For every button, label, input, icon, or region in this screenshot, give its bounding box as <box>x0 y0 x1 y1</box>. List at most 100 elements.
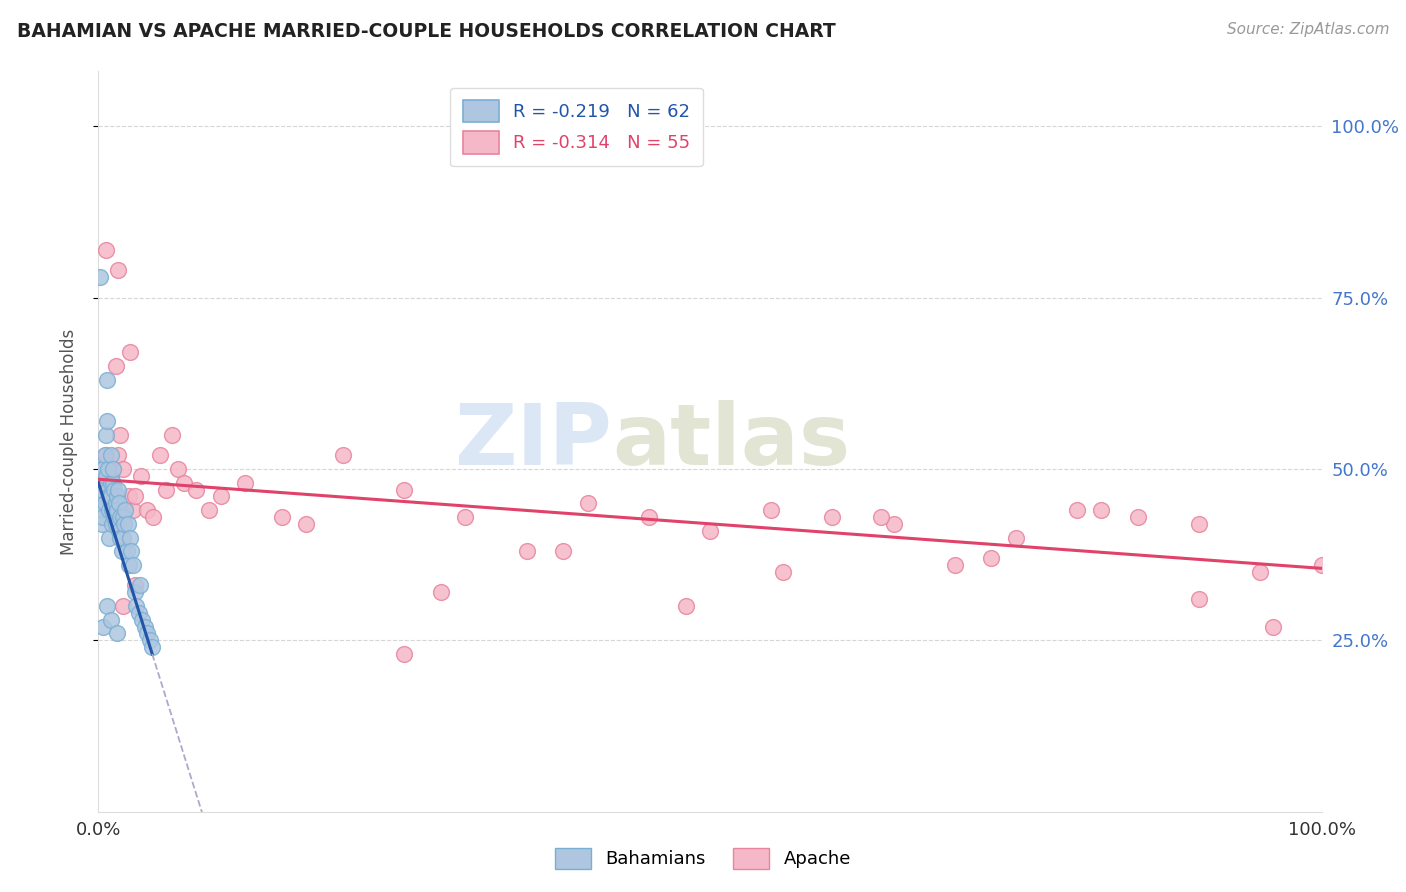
Point <box>821 510 844 524</box>
Point <box>454 510 477 524</box>
Point <box>637 510 661 524</box>
Point <box>772 565 794 579</box>
Point <box>186 483 208 497</box>
Point <box>105 489 128 503</box>
Point <box>111 599 134 613</box>
Point <box>943 558 966 572</box>
Point <box>233 475 256 490</box>
Point <box>1249 565 1271 579</box>
Point <box>1128 510 1150 524</box>
Point <box>121 558 143 572</box>
Legend: R = -0.219   N = 62, R = -0.314   N = 55: R = -0.219 N = 62, R = -0.314 N = 55 <box>450 87 703 166</box>
Point <box>91 619 114 633</box>
Y-axis label: Married-couple Households: Married-couple Households <box>59 328 77 555</box>
Point <box>120 345 142 359</box>
Point <box>139 633 162 648</box>
Point <box>100 489 122 503</box>
Point <box>105 503 128 517</box>
Point <box>430 585 453 599</box>
Point <box>97 475 120 490</box>
Point <box>675 599 697 613</box>
Point <box>89 270 111 285</box>
Point <box>295 516 318 531</box>
Point <box>1310 558 1333 572</box>
Point <box>96 373 118 387</box>
Point <box>93 475 115 490</box>
Point <box>104 359 127 373</box>
Point <box>270 510 294 524</box>
Point <box>100 448 122 462</box>
Point <box>89 489 111 503</box>
Point <box>100 468 122 483</box>
Point <box>96 414 118 428</box>
Point <box>134 619 156 633</box>
Point <box>141 640 163 655</box>
Text: atlas: atlas <box>612 400 851 483</box>
Point <box>118 489 141 503</box>
Point <box>142 510 165 524</box>
Point <box>111 531 134 545</box>
Point <box>167 462 190 476</box>
Point <box>101 462 124 476</box>
Point <box>117 516 139 531</box>
Point <box>107 263 129 277</box>
Point <box>124 585 146 599</box>
Point <box>1261 619 1284 633</box>
Point <box>94 427 117 442</box>
Text: Source: ZipAtlas.com: Source: ZipAtlas.com <box>1226 22 1389 37</box>
Point <box>1004 531 1026 545</box>
Point <box>101 462 124 476</box>
Point <box>93 496 115 510</box>
Point <box>332 448 354 462</box>
Point <box>131 613 153 627</box>
Point <box>114 503 136 517</box>
Point <box>105 626 128 640</box>
Point <box>107 448 129 462</box>
Point <box>553 544 575 558</box>
Point <box>90 462 112 476</box>
Text: ZIP: ZIP <box>454 400 612 483</box>
Point <box>91 462 114 476</box>
Point <box>699 524 721 538</box>
Point <box>980 551 1002 566</box>
Point <box>111 510 134 524</box>
Point <box>149 448 172 462</box>
Point <box>101 516 124 531</box>
Point <box>94 468 117 483</box>
Point <box>100 475 122 490</box>
Point <box>125 599 148 613</box>
Point <box>100 613 122 627</box>
Point <box>197 503 219 517</box>
Point <box>128 606 150 620</box>
Point <box>98 489 121 503</box>
Point <box>91 510 114 524</box>
Point <box>121 503 143 517</box>
Point <box>96 599 118 613</box>
Point <box>94 243 117 257</box>
Point <box>111 462 134 476</box>
Point <box>91 462 114 476</box>
Point <box>129 468 152 483</box>
Point <box>104 496 127 510</box>
Point <box>103 483 125 497</box>
Point <box>115 544 138 558</box>
Legend: Bahamians, Apache: Bahamians, Apache <box>548 840 858 876</box>
Point <box>1090 503 1112 517</box>
Point <box>110 427 132 442</box>
Point <box>97 483 120 497</box>
Point <box>515 544 537 558</box>
Point <box>576 496 599 510</box>
Point <box>124 578 146 592</box>
Point <box>108 524 131 538</box>
Point <box>118 558 141 572</box>
Point <box>110 531 132 545</box>
Point <box>91 483 114 497</box>
Point <box>129 578 152 592</box>
Text: BAHAMIAN VS APACHE MARRIED-COUPLE HOUSEHOLDS CORRELATION CHART: BAHAMIAN VS APACHE MARRIED-COUPLE HOUSEH… <box>17 22 835 41</box>
Point <box>209 489 232 503</box>
Point <box>392 647 416 661</box>
Point <box>136 503 159 517</box>
Point <box>1066 503 1088 517</box>
Point <box>98 503 121 517</box>
Point <box>761 503 783 517</box>
